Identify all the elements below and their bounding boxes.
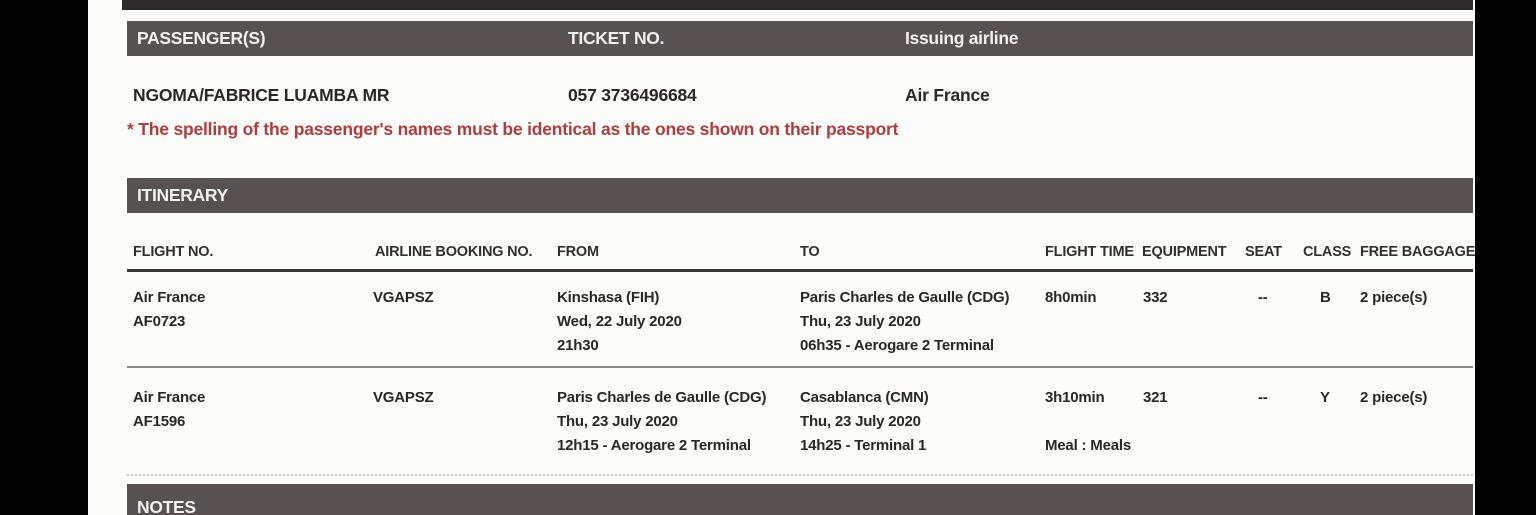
col-header-class: CLASS [1303, 244, 1352, 260]
row1-to-time: 06h35 - Aerogare 2 Terminal [800, 337, 994, 354]
notes-section-bar: NOTES [127, 484, 1473, 515]
ticket-number: 057 3736496684 [568, 85, 697, 105]
row1-cell-flight: Air France AF0723 [133, 286, 205, 334]
notes-section-title: NOTES [137, 497, 196, 515]
col-header-flight-time: FLIGHT TIME [1045, 244, 1134, 260]
row1-flight-no: AF0723 [133, 313, 186, 330]
row1-to-date: Thu, 23 July 2020 [800, 313, 921, 330]
passport-spelling-note: * The spelling of the passenger's names … [127, 119, 899, 139]
row2-bottom-rule [127, 474, 1473, 476]
row2-from-city: Paris Charles de Gaulle (CDG) [557, 389, 767, 406]
row1-cell-booking: VGAPSZ [373, 286, 434, 310]
row1-from-city: Kinshasa (FIH) [557, 289, 660, 306]
row2-cell-flight: Air France AF1596 [133, 386, 205, 434]
row1-cell-flight-time: 8h0min [1045, 286, 1097, 358]
row2-cell-from: Paris Charles de Gaulle (CDG) Thu, 23 Ju… [557, 386, 766, 458]
ticket-document [88, 0, 1475, 515]
ticket-no-column-header: TICKET NO. [568, 28, 665, 48]
cropped-section-bar [122, 0, 1473, 10]
row2-free-baggage: 2 piece(s) [1360, 389, 1428, 406]
col-header-equipment: EQUIPMENT [1142, 244, 1227, 260]
row2-cell-flight-time: 3h10min Meal : Meals [1045, 386, 1131, 458]
row1-cell-seat: -- [1258, 286, 1268, 310]
row2-class: Y [1320, 389, 1330, 406]
table-header-rule [127, 269, 1473, 272]
row2-to-date: Thu, 23 July 2020 [800, 413, 921, 430]
row1-cell-from: Kinshasa (FIH) Wed, 22 July 2020 21h30 [557, 286, 682, 358]
row1-cell-class: B [1320, 286, 1331, 310]
row2-cell-baggage: 2 piece(s) [1360, 386, 1427, 410]
row1-free-baggage: 2 piece(s) [1360, 289, 1428, 306]
row1-booking-no: VGAPSZ [373, 289, 434, 306]
row1-cell-equipment: 332 [1143, 286, 1168, 310]
row1-equipment: 332 [1143, 289, 1168, 306]
col-header-to: TO [800, 244, 820, 260]
right-black-bar [1475, 0, 1536, 515]
row2-cell-to: Casablanca (CMN) Thu, 23 July 2020 14h25… [800, 386, 929, 458]
passenger-column-header: PASSENGER(S) [137, 28, 266, 48]
row2-from-time: 12h15 - Aerogare 2 Terminal [557, 437, 751, 454]
col-header-from: FROM [557, 244, 599, 260]
row2-cell-seat: -- [1258, 386, 1268, 410]
row2-cell-class: Y [1320, 386, 1330, 410]
passenger-name: NGOMA/FABRICE LUAMBA MR [133, 85, 390, 105]
col-header-airline-booking-no: AIRLINE BOOKING NO. [375, 244, 533, 260]
row-divider [127, 366, 1473, 368]
row2-equipment: 321 [1143, 389, 1168, 406]
row2-airline: Air France [133, 389, 206, 406]
row2-meal: Meal : Meals [1045, 437, 1131, 454]
row2-seat: -- [1258, 389, 1268, 406]
row2-from-date: Thu, 23 July 2020 [557, 413, 678, 430]
col-header-flight-no: FLIGHT NO. [133, 244, 214, 260]
row1-seat: -- [1258, 289, 1268, 306]
issuing-airline-value: Air France [905, 85, 990, 105]
row1-class: B [1320, 289, 1331, 306]
row1-flight-time: 8h0min [1045, 289, 1097, 306]
row2-cell-equipment: 321 [1143, 386, 1168, 410]
row1-cell-to: Paris Charles de Gaulle (CDG) Thu, 23 Ju… [800, 286, 1009, 358]
passenger-section-bar: PASSENGER(S) TICKET NO. Issuing airline [127, 21, 1473, 56]
row1-cell-baggage: 2 piece(s) [1360, 286, 1427, 310]
itinerary-section-bar: ITINERARY [127, 178, 1473, 213]
row1-to-city: Paris Charles de Gaulle (CDG) [800, 289, 1010, 306]
row1-from-date: Wed, 22 July 2020 [557, 313, 682, 330]
left-black-bar [0, 0, 88, 515]
row1-meal [1045, 334, 1096, 358]
row2-to-time: 14h25 - Terminal 1 [800, 437, 927, 454]
col-header-free-baggage: FREE BAGGAGE [1360, 244, 1476, 260]
col-header-seat: SEAT [1245, 244, 1282, 260]
issuing-airline-column-header: Issuing airline [905, 28, 1019, 48]
row2-to-city: Casablanca (CMN) [800, 389, 929, 406]
row2-booking-no: VGAPSZ [373, 389, 434, 406]
itinerary-section-title: ITINERARY [137, 185, 228, 205]
row2-cell-booking: VGAPSZ [373, 386, 434, 410]
row1-from-time: 21h30 [557, 337, 599, 354]
row1-airline: Air France [133, 289, 206, 306]
row2-flight-time: 3h10min [1045, 389, 1105, 406]
row2-flight-no: AF1596 [133, 413, 186, 430]
